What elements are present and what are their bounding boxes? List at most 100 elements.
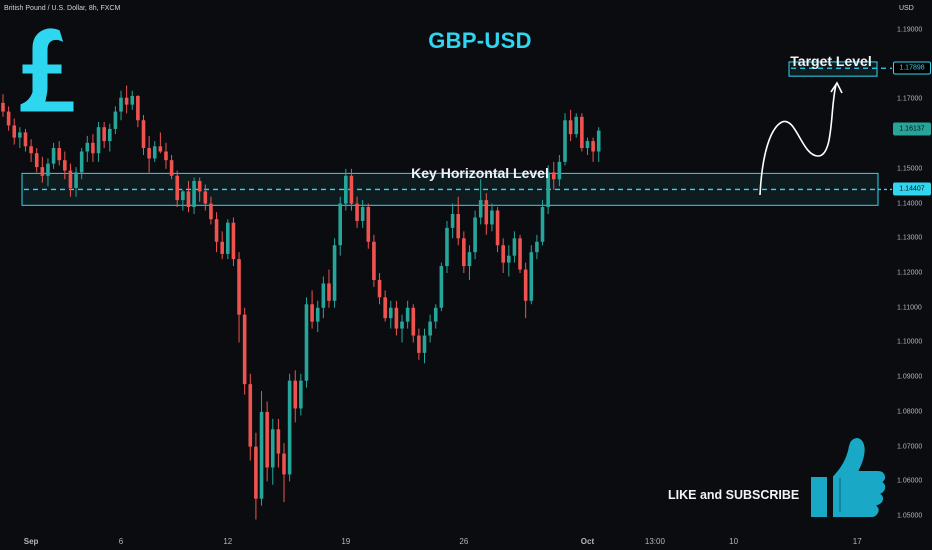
candle[interactable]: [551, 172, 556, 180]
candle[interactable]: [596, 130, 601, 152]
candle[interactable]: [360, 207, 365, 221]
candle[interactable]: [299, 380, 303, 409]
candle[interactable]: [445, 227, 449, 267]
candle[interactable]: [574, 116, 579, 135]
target-zone[interactable]: [788, 61, 878, 77]
candle[interactable]: [433, 307, 438, 322]
candle[interactable]: [130, 95, 135, 105]
candle[interactable]: [478, 200, 483, 218]
candle[interactable]: [557, 161, 562, 180]
candle[interactable]: [68, 170, 73, 188]
candle[interactable]: [74, 172, 78, 188]
candle[interactable]: [152, 146, 157, 159]
candle[interactable]: [467, 252, 472, 267]
candle[interactable]: [51, 148, 56, 164]
candle[interactable]: [254, 446, 258, 499]
candle[interactable]: [287, 380, 292, 475]
candle[interactable]: [535, 241, 539, 253]
candle[interactable]: [507, 255, 511, 263]
candle[interactable]: [34, 153, 39, 168]
candle[interactable]: [450, 213, 455, 228]
candle[interactable]: [580, 116, 584, 149]
candle[interactable]: [310, 304, 314, 322]
candle[interactable]: [563, 120, 567, 162]
candle[interactable]: [304, 304, 309, 381]
candle[interactable]: [242, 314, 247, 385]
candle[interactable]: [79, 151, 84, 173]
candle[interactable]: [12, 125, 17, 138]
candle[interactable]: [276, 429, 281, 454]
candle[interactable]: [495, 210, 500, 246]
candle[interactable]: [203, 191, 208, 204]
candle[interactable]: [248, 384, 253, 447]
candle[interactable]: [422, 335, 427, 353]
candle[interactable]: [186, 191, 191, 208]
candle[interactable]: [181, 191, 185, 201]
candle[interactable]: [1, 102, 5, 112]
candle[interactable]: [405, 307, 410, 322]
candle[interactable]: [209, 203, 213, 220]
candle[interactable]: [18, 132, 22, 138]
candle[interactable]: [158, 146, 163, 152]
candle[interactable]: [293, 380, 298, 409]
candle[interactable]: [164, 151, 168, 161]
candle[interactable]: [40, 167, 45, 176]
candle[interactable]: [29, 146, 33, 154]
candle[interactable]: [568, 120, 573, 135]
candle[interactable]: [456, 213, 461, 239]
candle[interactable]: [136, 95, 140, 121]
candle[interactable]: [265, 411, 269, 468]
candle[interactable]: [366, 207, 371, 242]
candle[interactable]: [192, 181, 196, 208]
candle[interactable]: [321, 283, 326, 308]
candle[interactable]: [462, 238, 466, 267]
candle[interactable]: [540, 207, 545, 242]
candle[interactable]: [546, 172, 550, 208]
candle[interactable]: [169, 160, 174, 176]
candle[interactable]: [175, 175, 180, 201]
candle[interactable]: [518, 238, 522, 270]
candle[interactable]: [6, 111, 11, 126]
candle[interactable]: [591, 141, 595, 152]
candle[interactable]: [124, 97, 129, 105]
candle[interactable]: [113, 111, 118, 129]
candle[interactable]: [585, 141, 590, 149]
candle[interactable]: [372, 241, 376, 280]
candle[interactable]: [411, 307, 416, 336]
candle[interactable]: [231, 222, 236, 260]
candle[interactable]: [377, 279, 382, 298]
candle[interactable]: [214, 219, 219, 242]
candle[interactable]: [63, 160, 67, 171]
candle[interactable]: [57, 148, 61, 161]
candle[interactable]: [473, 217, 477, 253]
candle[interactable]: [46, 163, 50, 176]
candle[interactable]: [523, 269, 528, 301]
candle[interactable]: [512, 238, 517, 256]
candle[interactable]: [490, 210, 494, 225]
candle[interactable]: [197, 181, 202, 192]
candle[interactable]: [96, 127, 101, 154]
candle[interactable]: [388, 307, 393, 319]
candle[interactable]: [220, 241, 224, 254]
candle[interactable]: [270, 429, 275, 468]
candle[interactable]: [400, 321, 404, 329]
candle[interactable]: [259, 411, 264, 499]
candle[interactable]: [119, 97, 123, 112]
candle[interactable]: [338, 203, 342, 246]
candle[interactable]: [102, 127, 106, 142]
candle[interactable]: [107, 128, 112, 142]
candle[interactable]: [226, 222, 230, 254]
candle[interactable]: [141, 120, 146, 149]
candle[interactable]: [91, 142, 95, 154]
candle[interactable]: [237, 259, 241, 315]
candle[interactable]: [332, 245, 337, 301]
candle[interactable]: [439, 266, 444, 308]
candle[interactable]: [344, 175, 348, 204]
candle[interactable]: [349, 175, 354, 204]
candle[interactable]: [417, 335, 421, 353]
candle[interactable]: [355, 203, 359, 221]
candle[interactable]: [85, 142, 90, 152]
candle[interactable]: [327, 283, 331, 301]
candle[interactable]: [484, 200, 489, 225]
